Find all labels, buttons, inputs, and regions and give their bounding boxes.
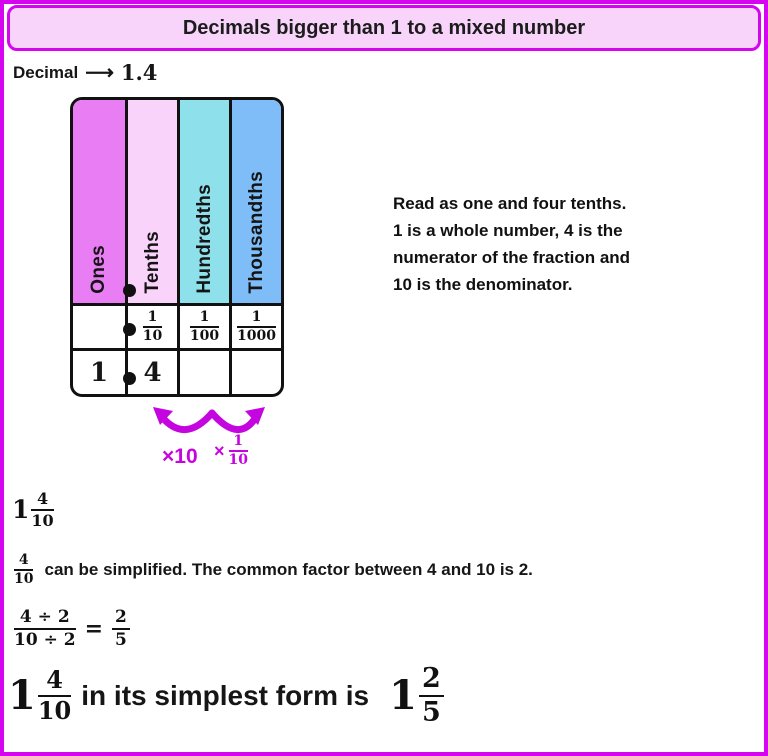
column-header-hundredths-label: Hundredths: [193, 184, 215, 294]
decimal-label: Decimal: [13, 62, 79, 82]
simplify-equation: 4 ÷ 2 10 ÷ 2 = 2 5: [14, 608, 130, 649]
equals-sign: =: [84, 615, 104, 642]
column-header-tenths: Tenths: [125, 100, 177, 303]
long-right-arrow-icon: ⟶: [85, 61, 114, 84]
note-line: 1 is a whole number, 4 is the: [393, 221, 623, 240]
lhs-fraction: 4 ÷ 2 10 ÷ 2: [14, 607, 76, 650]
rhs-fraction: 2 5: [112, 608, 130, 649]
multiply-arrows-icon: [152, 406, 266, 449]
mixed-number-original: 1 4 10: [8, 665, 72, 725]
column-header-ones: Ones: [73, 100, 125, 303]
column-header-thousandths: Thousandths: [229, 100, 281, 303]
times-ten-label: ×10: [162, 445, 198, 468]
mixed-number-one-and-four-tenths: 1 4 10: [12, 489, 54, 530]
mixed-number-simplified: 1 2 5: [389, 664, 444, 727]
note-line: numerator of the fraction and: [393, 248, 631, 267]
column-header-tenths-label: Tenths: [141, 231, 163, 294]
page-title: Decimals bigger than 1 to a mixed number: [182, 16, 586, 39]
page-title-banner: Decimals bigger than 1 to a mixed number: [7, 5, 761, 51]
fraction-one-tenth: 1 10: [142, 308, 163, 344]
four-tenths-fraction: 4 10: [14, 552, 34, 588]
reading-note: Read as one and four tenths. 1 is a whol…: [393, 190, 630, 298]
decimal-value: 1.4: [120, 60, 158, 85]
column-header-hundredths: Hundredths: [177, 100, 229, 303]
simplify-text: can be simplified. The common factor bet…: [44, 560, 533, 580]
place-value-chart: Ones Tenths Hundredths Thousandths 1 10 …: [70, 97, 284, 397]
conclusion-line: 1 4 10 in its simplest form is 1 2 5: [8, 664, 444, 727]
fraction-one-thousandth: 1 1000: [237, 308, 276, 344]
times-one-tenth-label: × 1 10: [214, 433, 248, 469]
value-cell-thousandths: [229, 348, 281, 394]
fraction-cell-thousandths: 1 1000: [229, 303, 281, 348]
times-sign: ×: [214, 440, 225, 461]
note-line: 10 is the denominator.: [393, 275, 573, 294]
column-header-ones-label: Ones: [88, 245, 109, 294]
note-line: Read as one and four tenths.: [393, 194, 627, 213]
fraction-one-hundredth: 1 100: [189, 308, 220, 344]
one-tenth-fraction: 1 10: [228, 433, 248, 469]
decimal-line: Decimal ⟶ 1.4: [13, 60, 157, 85]
value-cell-ones: 1: [73, 348, 125, 394]
fraction-cell-ones: [73, 303, 125, 348]
value-cell-tenths: 4: [125, 348, 177, 394]
value-cell-hundredths: [177, 348, 229, 394]
column-header-thousandths-label: Thousandths: [245, 171, 267, 294]
decimal-point-dot: [123, 284, 136, 297]
fraction-cell-hundredths: 1 100: [177, 303, 229, 348]
conclusion-text: in its simplest form is: [81, 679, 370, 711]
decimal-point-dot: [123, 323, 136, 336]
simplify-note: 4 10 can be simplified. The common facto…: [14, 552, 533, 588]
decimal-point-dot: [123, 372, 136, 385]
